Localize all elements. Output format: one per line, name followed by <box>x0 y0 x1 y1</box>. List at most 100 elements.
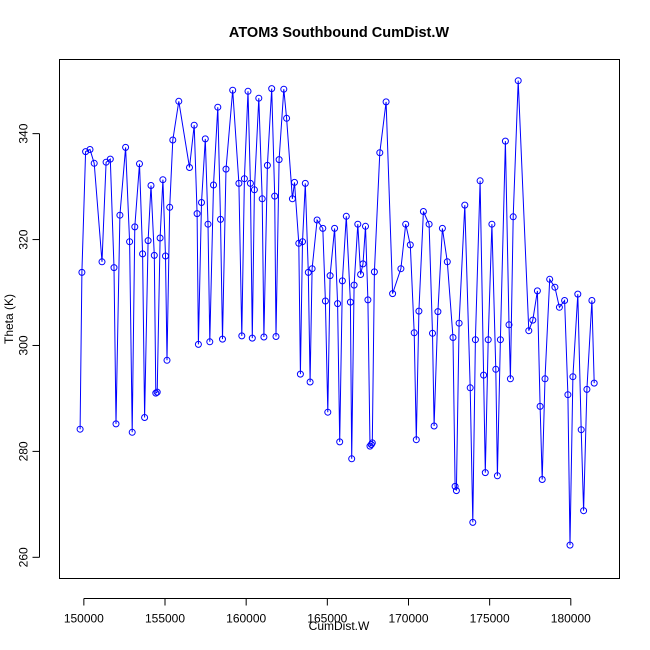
data-point <box>166 203 174 211</box>
data-point <box>434 308 442 316</box>
data-point <box>529 316 537 324</box>
data-point <box>296 370 304 378</box>
data-point <box>144 237 152 245</box>
data-point <box>350 281 358 289</box>
data-point <box>240 175 248 183</box>
data-point <box>583 385 591 393</box>
y-tick-label: 300 <box>17 335 31 355</box>
y-tick-label: 340 <box>17 123 31 143</box>
data-point <box>354 220 362 228</box>
data-point <box>280 85 288 93</box>
data-point <box>455 319 463 327</box>
series-line <box>79 80 595 546</box>
data-point <box>190 121 198 129</box>
data-point <box>306 378 314 386</box>
data-point <box>244 87 252 95</box>
data-point <box>206 338 214 346</box>
data-point <box>304 268 312 276</box>
data-point <box>492 365 500 373</box>
data-point <box>156 234 164 242</box>
x-tick-label: 165000 <box>307 612 347 626</box>
data-point <box>541 375 549 383</box>
y-tick-label: 280 <box>17 441 31 461</box>
data-point <box>546 275 554 283</box>
data-point <box>430 422 438 430</box>
data-point <box>78 268 86 276</box>
data-point <box>505 321 513 329</box>
data-point <box>334 300 342 308</box>
data-point <box>397 265 405 273</box>
data-point <box>235 179 243 187</box>
data-point <box>514 77 522 85</box>
data-point <box>246 179 254 187</box>
y-tick-label: 260 <box>17 547 31 567</box>
data-point <box>536 402 544 410</box>
data-point <box>150 251 158 259</box>
data-point <box>412 436 420 444</box>
y-axis-label: Theta (K) <box>2 294 16 344</box>
data-point <box>368 439 376 447</box>
data-point <box>255 94 263 102</box>
data-point <box>419 208 427 215</box>
data-point <box>86 146 94 153</box>
data-point <box>131 223 139 231</box>
data-point <box>288 195 296 203</box>
data-point <box>382 98 390 106</box>
data-point <box>106 155 114 163</box>
data-point <box>159 176 167 184</box>
data-point <box>112 420 120 428</box>
data-point <box>260 333 268 341</box>
data-point <box>488 220 496 228</box>
data-point <box>506 375 514 383</box>
data-point <box>152 389 160 397</box>
data-point <box>469 518 477 526</box>
data-point <box>346 298 354 306</box>
data-point <box>466 384 474 392</box>
data-point <box>295 239 303 247</box>
x-tick-label: 155000 <box>145 612 185 626</box>
data-point <box>175 97 183 105</box>
data-point <box>275 156 283 164</box>
x-tick-label: 160000 <box>226 612 266 626</box>
data-point <box>283 114 291 122</box>
data-point <box>359 260 367 268</box>
data-point <box>509 213 517 221</box>
data-point <box>210 181 217 189</box>
data-point <box>116 211 124 219</box>
x-axis-label: CumDist.W <box>309 619 370 633</box>
data-point <box>362 222 369 230</box>
data-series <box>76 77 598 549</box>
data-point <box>367 441 375 448</box>
data-point <box>193 210 201 218</box>
data-point <box>564 391 572 399</box>
data-point <box>364 296 372 304</box>
data-point <box>319 224 327 232</box>
plot-frame <box>59 59 620 579</box>
data-point <box>496 336 504 344</box>
data-point <box>425 220 433 228</box>
data-point <box>471 336 479 344</box>
data-point <box>90 159 98 167</box>
data-point <box>533 287 541 295</box>
x-tick-label: 180000 <box>551 612 591 626</box>
data-point <box>402 220 410 228</box>
x-tick-label: 170000 <box>388 612 428 626</box>
data-point <box>493 472 501 480</box>
data-point <box>406 241 414 249</box>
data-point <box>214 103 222 111</box>
data-point <box>229 86 237 94</box>
data-point <box>162 252 169 260</box>
data-point <box>357 271 365 278</box>
data-point <box>263 161 271 169</box>
data-point <box>198 199 205 206</box>
data-point <box>128 428 136 436</box>
data-point <box>389 290 397 298</box>
data-point <box>301 179 309 187</box>
data-point <box>569 373 577 381</box>
data-point <box>139 250 147 258</box>
data-point <box>136 160 143 168</box>
data-point <box>538 476 546 483</box>
x-axis: 150000 155000 160000 165000 170000 175000 1800… <box>64 598 591 626</box>
data-point <box>577 426 585 434</box>
